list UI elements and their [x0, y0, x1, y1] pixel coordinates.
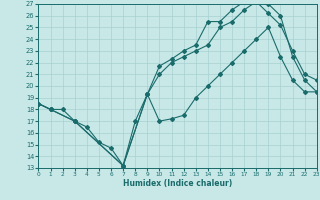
X-axis label: Humidex (Indice chaleur): Humidex (Indice chaleur) — [123, 179, 232, 188]
